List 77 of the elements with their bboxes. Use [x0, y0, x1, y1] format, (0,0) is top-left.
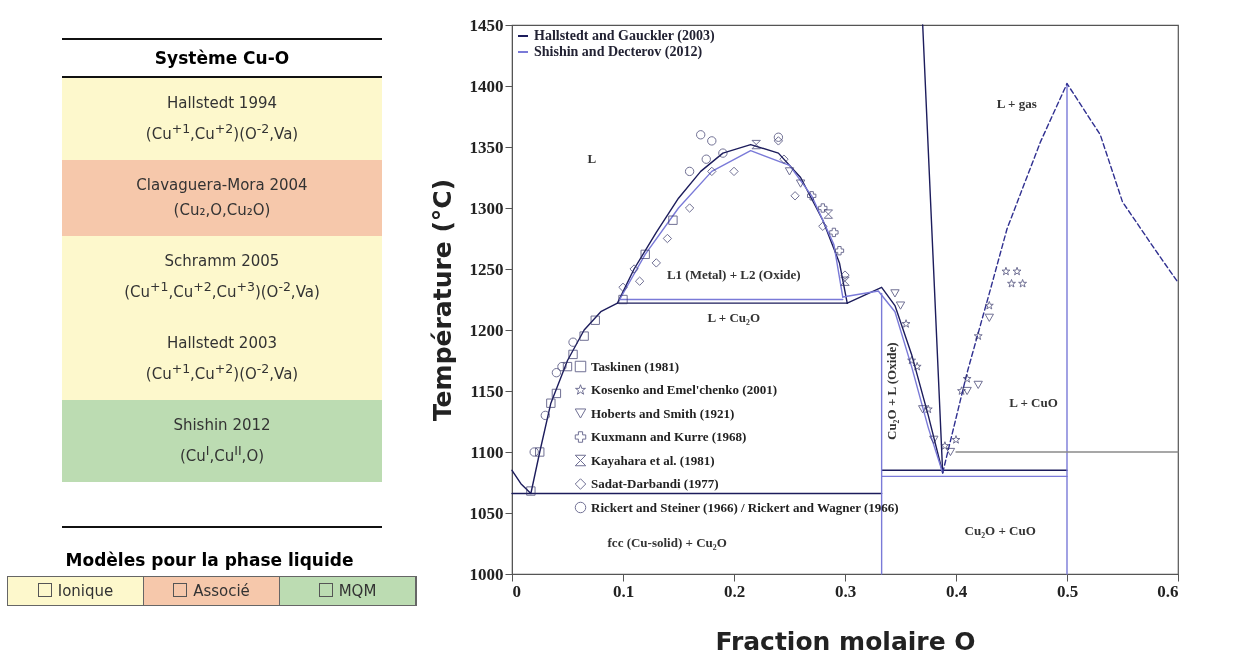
point: [751, 139, 761, 150]
point: [984, 313, 994, 322]
point: [1007, 278, 1016, 288]
y-axis-title: Température (°C): [427, 178, 457, 422]
legend-label: Kuxmann and Kurre (1968): [591, 429, 747, 444]
point: [945, 447, 956, 457]
point: [951, 435, 961, 444]
legend-label: Associé: [193, 582, 250, 600]
y-tick-label: 1200: [469, 320, 504, 340]
x-tick-label: 0.1: [612, 581, 635, 601]
legend-label: Shishin and Decterov (2012): [534, 44, 703, 60]
x-tick-label: 0.3: [834, 581, 857, 601]
y-tick-label: 1400: [469, 76, 504, 96]
point: [529, 447, 539, 457]
annotation: fcc (Cu-solid) + Cu₂O: [607, 535, 727, 551]
category-label: Clavaguera-Mora 2004 (Cu₂,O,Cu₂O): [136, 176, 308, 219]
y-tick-label: 1350: [469, 137, 504, 157]
y-tick-label: 1250: [469, 259, 504, 279]
annotation: L + gas: [996, 96, 1037, 112]
x-tick-label: 0.2: [723, 581, 746, 601]
x-tick-label: 0.5: [1056, 581, 1079, 601]
point: [579, 331, 589, 341]
annotation: L + Cu₂O: [707, 309, 761, 325]
point: [773, 132, 784, 142]
legend-label: Hoberts and Smith (1921): [591, 405, 735, 421]
point: [551, 388, 562, 399]
point: [1001, 266, 1011, 276]
annotation: Cu₂O + L (Oxide): [883, 342, 899, 440]
point: [957, 386, 967, 395]
y-tick-label: 1150: [470, 381, 504, 401]
annotation: Cu₂O + CuO: [964, 523, 1036, 539]
point: [973, 331, 983, 340]
legend-label: Ionique: [57, 582, 114, 600]
y-tick-label: 1050: [469, 503, 504, 523]
legend-label: Hallstedt and Gauckler (2003): [534, 28, 715, 44]
legend-label: Kosenko and Emel'chenko (2001): [591, 382, 777, 397]
annotation: L + CuO: [1009, 395, 1058, 411]
point: [973, 380, 983, 390]
y-tick-label: 1100: [470, 442, 504, 462]
line-series: [941, 82, 1179, 474]
point: [962, 386, 972, 396]
y-tick-label: 1000: [469, 564, 504, 584]
x-tick-label: 0: [512, 581, 521, 601]
point: [557, 361, 567, 372]
point: [540, 410, 550, 421]
annotation: L: [587, 150, 597, 166]
legend-label: Kayahara et al. (1981): [591, 452, 715, 468]
y-tick-label: 1300: [469, 198, 504, 218]
point: [962, 374, 972, 383]
point: [551, 368, 562, 378]
y-tick-label: 1450: [469, 15, 504, 35]
category-label: Schramm 2005 (Cu$^{+1}$,Cu$^{+2}$,Cu$^{+3}$)(O$^{-2}$,Va): [124, 252, 320, 301]
x-tick-label: 0.6: [1157, 581, 1179, 601]
point: [568, 337, 578, 347]
point: [707, 136, 717, 146]
annotation: L1 (Metal) + L2 (Oxide): [666, 267, 801, 283]
point: [535, 447, 545, 457]
point: [984, 300, 994, 310]
point: [773, 136, 784, 146]
point: [562, 361, 573, 372]
x-tick-label: 0.4: [945, 581, 968, 601]
legend-title: Modèles pour la phase liquide: [64, 550, 355, 570]
legend-label: Taskinen (1981): [591, 358, 680, 374]
category-label: Hallstedt 1994 (Cu$^{+1}$,Cu$^{+2}$)(O$^{-2}$,Va): [145, 94, 299, 143]
point: [1012, 266, 1022, 276]
category-label: Shishin 2012 (Cu$^{I}$,Cu$^{II}$,O): [173, 416, 271, 465]
legend-label: MQM: [338, 582, 377, 600]
point: [568, 349, 578, 360]
point: [526, 486, 536, 496]
point: [1018, 278, 1028, 288]
point: [546, 398, 556, 408]
x-axis-title: Fraction molaire O: [715, 626, 976, 656]
category-label: Hallstedt 2003 (Cu$^{+1}$,Cu$^{+2}$)(O$^{-2}$,Va): [145, 334, 299, 383]
text: Système Cu-O: [62, 38, 382, 78]
point: [696, 130, 706, 140]
legend-label: Sadat-Darbandi (1977): [591, 476, 719, 491]
point: [590, 315, 600, 325]
